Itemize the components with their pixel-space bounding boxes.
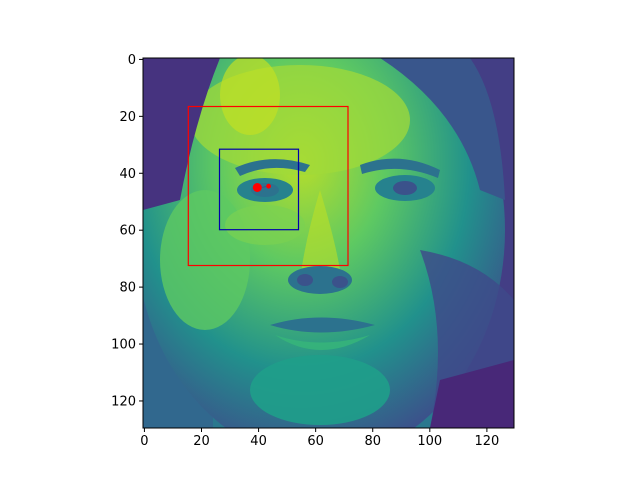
- landmark-point-large: [252, 183, 262, 192]
- face-image: [143, 58, 514, 428]
- x-tick-label: 20: [193, 434, 210, 449]
- x-tick-label: 60: [307, 434, 324, 449]
- x-tick-label: 40: [250, 434, 267, 449]
- y-tick-label: 40: [119, 167, 136, 182]
- x-tick-label: 0: [140, 434, 148, 449]
- y-axis: 0 20 40 60 80 100 120: [111, 53, 143, 409]
- y-tick-label: 60: [119, 224, 136, 239]
- landmark-point-small: [266, 183, 271, 189]
- y-tick-label: 80: [119, 281, 136, 296]
- x-tick-label: 80: [364, 434, 381, 449]
- plot-frame: [142, 57, 515, 429]
- x-tick-label: 100: [417, 434, 442, 449]
- y-tick-label: 100: [111, 338, 136, 353]
- y-tick-label: 0: [128, 53, 136, 68]
- inner-bounding-box: [218, 148, 300, 231]
- y-tick-label: 120: [111, 394, 136, 409]
- landmark-link: [261, 186, 267, 188]
- x-tick-label: 120: [474, 434, 499, 449]
- y-tick-label: 20: [119, 110, 136, 125]
- x-axis: 0 20 40 60 80 100 120: [140, 428, 499, 449]
- outer-bounding-box: [187, 105, 349, 267]
